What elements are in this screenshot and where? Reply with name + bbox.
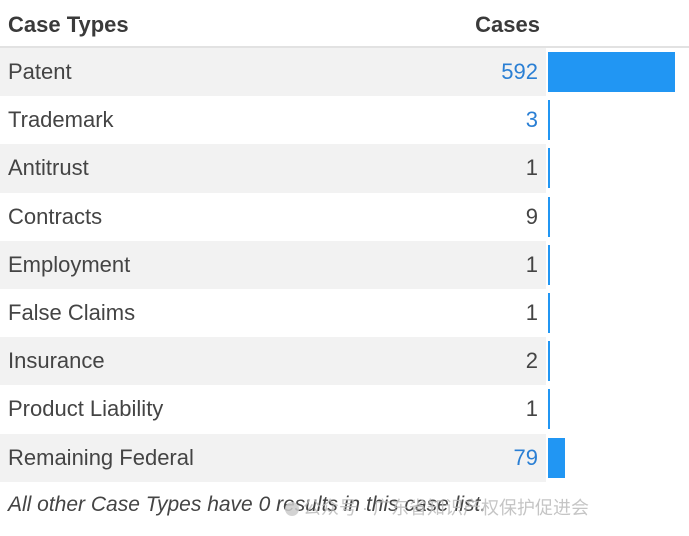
case-count: 1 [525,251,538,277]
table-header: Case Types Cases [0,0,689,48]
table-row: Insurance 2 [0,337,689,386]
case-type-label: Trademark [8,107,114,133]
table-row: Patent 592 [0,48,689,97]
case-count-bar [548,148,550,189]
case-count-link[interactable]: 592 [501,59,538,84]
case-count-bar [548,341,550,382]
case-count-bar [548,52,675,92]
table-row: Product Liability 1 [0,385,689,433]
case-types-table: Case Types Cases Patent 592 Trademark 3 … [0,0,689,482]
table-row: Remaining Federal 79 [0,433,689,482]
case-count: 9 [525,203,538,229]
wechat-icon [285,502,299,517]
case-count: 2 [525,348,538,374]
case-count-bar [548,389,550,430]
case-type-label: False Claims [8,299,136,325]
case-type-label: Insurance [8,348,105,374]
case-count-bar [548,196,550,237]
case-count-link[interactable]: 3 [525,107,538,133]
watermark-text: 公众号 · 广东省知识产权保护促进会 [303,498,589,518]
case-type-label: Employment [8,251,131,277]
header-case-types: Case Types [8,12,129,37]
footnote-zero-results: All other Case Types have 0 results in t… [8,493,487,516]
case-type-label: Remaining Federal [8,444,194,470]
watermark: 公众号 · 广东省知识产权保护促进会 [285,494,589,520]
header-cases: Cases [475,12,540,37]
case-count: 1 [525,396,538,422]
table-row: Employment 1 [0,240,689,289]
case-count: 1 [525,155,538,181]
case-count: 1 [525,299,538,325]
table-row: False Claims 1 [0,289,689,337]
case-type-label: Product Liability [8,396,164,422]
table-row: Contracts 9 [0,193,689,241]
case-type-label: Contracts [8,203,103,229]
table-row: Antitrust 1 [0,144,689,193]
case-type-label: Antitrust [8,155,89,181]
case-count-bar [548,292,550,333]
case-type-label: Patent [8,59,72,84]
case-count-link[interactable]: 79 [513,444,538,470]
case-count-bar [548,244,550,285]
table-row: Trademark 3 [0,96,689,144]
case-count-bar [548,437,565,478]
case-count-bar [548,100,550,141]
